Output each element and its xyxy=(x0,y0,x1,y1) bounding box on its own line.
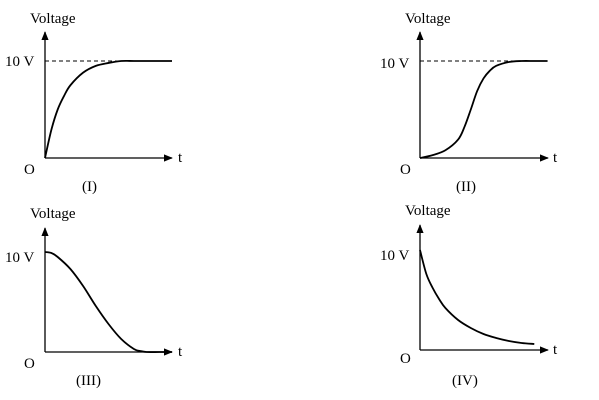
graph-caption: (III) xyxy=(76,373,101,389)
y-axis-label: Voltage xyxy=(405,203,451,219)
voltage-curve xyxy=(419,249,535,345)
voltage-curve xyxy=(44,251,172,353)
origin-label: O xyxy=(400,351,411,367)
y-axis-label: Voltage xyxy=(405,11,451,27)
x-axis-label: t xyxy=(553,342,558,358)
voltage-curve xyxy=(419,60,547,159)
graph-panel-2: Voltage 10 V O t (II) xyxy=(380,11,558,195)
level-label: 10 V xyxy=(380,248,409,264)
graph-caption: (IV) xyxy=(452,373,478,389)
graph-caption: (I) xyxy=(82,179,97,195)
x-axis-label: t xyxy=(178,150,183,166)
graph-panel-3: Voltage 10 V O t (III) xyxy=(5,206,183,389)
voltage-curve xyxy=(44,59,172,159)
origin-label: O xyxy=(400,162,411,178)
level-label: 10 V xyxy=(380,56,409,72)
x-axis-label: t xyxy=(178,344,183,360)
level-label: 10 V xyxy=(5,250,34,266)
origin-label: O xyxy=(24,162,35,178)
y-axis-label: Voltage xyxy=(30,206,76,222)
graph-panel-4: Voltage 10 V O t (IV) xyxy=(380,203,558,389)
x-axis-label: t xyxy=(553,150,558,166)
origin-label: O xyxy=(24,356,35,372)
level-label: 10 V xyxy=(5,54,34,70)
graph-panel-1: Voltage 10 V O t (I) xyxy=(5,11,183,195)
graph-caption: (II) xyxy=(456,179,476,195)
y-axis-label: Voltage xyxy=(30,11,76,27)
